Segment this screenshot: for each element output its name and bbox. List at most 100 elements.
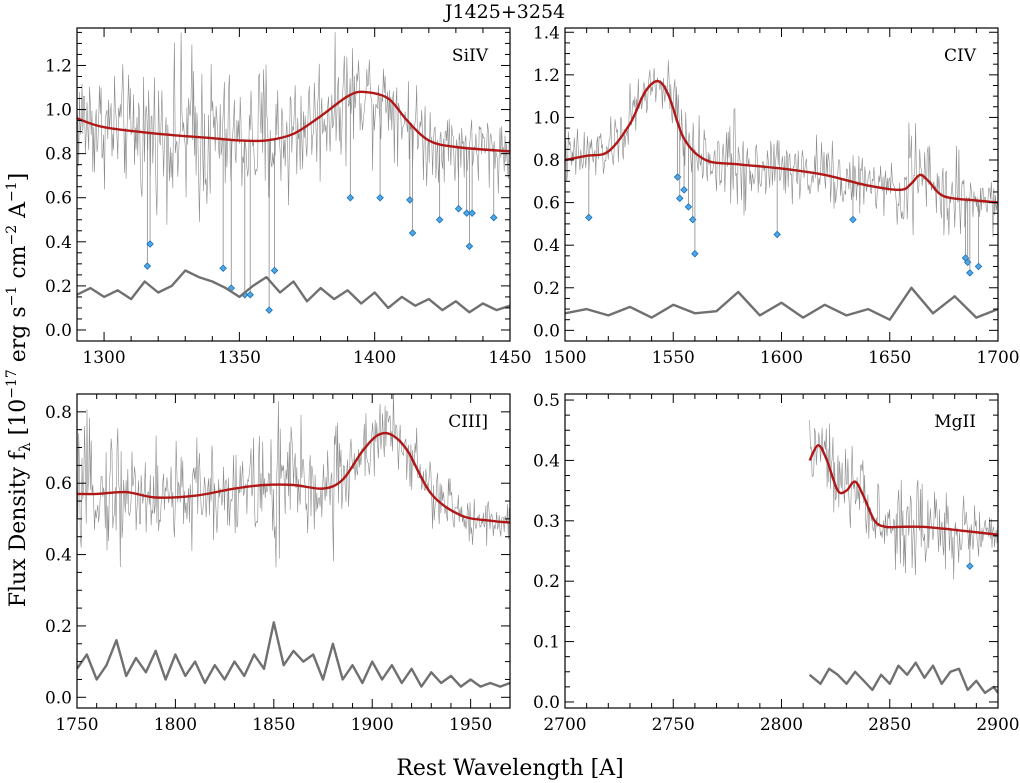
absorption-marker-9 bbox=[376, 193, 384, 202]
plot-area bbox=[77, 31, 510, 314]
plot-area bbox=[808, 420, 998, 695]
y-tick-label: 0.2 bbox=[533, 572, 560, 592]
absorption-marker-7 bbox=[270, 266, 279, 275]
x-tick-label: 1350 bbox=[218, 348, 261, 368]
absorption-marker-13 bbox=[454, 204, 463, 213]
x-tick-label: 1300 bbox=[82, 348, 125, 368]
absorption-marker-5 bbox=[246, 290, 254, 299]
spectrum-line bbox=[809, 420, 998, 580]
y-tick-label: 0.2 bbox=[45, 617, 72, 637]
panel-frame bbox=[564, 393, 999, 709]
y-tick-label: 1.4 bbox=[533, 23, 560, 43]
ylabel-bracket-open: [10 bbox=[6, 399, 31, 443]
absorption-marker-3 bbox=[680, 186, 688, 194]
x-tick-label: 1950 bbox=[449, 715, 492, 735]
absorption-marker-17 bbox=[489, 213, 498, 222]
plot-area bbox=[77, 394, 510, 688]
y-tick-label: 0.0 bbox=[533, 693, 560, 713]
absorption-marker-0 bbox=[143, 262, 152, 270]
ylabel-exp3: −2 bbox=[4, 225, 20, 246]
y-tick-label: 1.0 bbox=[45, 101, 72, 121]
y-tick-label: 0.4 bbox=[45, 546, 72, 566]
figure-title: J1425+3254 bbox=[443, 1, 565, 23]
x-tick-label: 1500 bbox=[543, 348, 586, 368]
y-tick-label: 1.0 bbox=[533, 108, 560, 128]
ylabel-erg: erg s bbox=[6, 306, 31, 369]
model-line bbox=[77, 431, 510, 524]
ylabel-cm: cm bbox=[6, 245, 31, 285]
y-tick-label: 0.4 bbox=[533, 451, 560, 471]
x-tick-label: 1800 bbox=[154, 715, 197, 735]
absorption-marker-14 bbox=[462, 209, 471, 217]
x-tick-label: 1900 bbox=[351, 715, 394, 735]
ylabel-sub: λ bbox=[16, 442, 34, 452]
y-tick-label: 0.1 bbox=[533, 633, 560, 653]
panel-label: CIV bbox=[944, 46, 977, 66]
absorption-marker-8 bbox=[346, 193, 355, 202]
x-tick-label: 1400 bbox=[353, 348, 396, 368]
y-tick-label: 0.8 bbox=[45, 145, 72, 165]
x-tick-label: 1550 bbox=[652, 348, 695, 368]
y-tick-label: 0.0 bbox=[45, 688, 72, 708]
y-tick-label: 0.4 bbox=[45, 233, 72, 253]
absorption-marker-7 bbox=[773, 230, 781, 239]
absorption-marker-0 bbox=[585, 213, 593, 222]
model-line bbox=[565, 79, 998, 204]
absorption-marker-0 bbox=[966, 562, 974, 570]
absorption-marker-2 bbox=[675, 194, 684, 203]
model-line bbox=[77, 90, 510, 153]
error-line bbox=[77, 269, 510, 314]
ylabel-exp2: −1 bbox=[4, 286, 20, 307]
ylabel-ang: A bbox=[6, 201, 31, 225]
panel-0: 1300 1350 1400 1450 0.0 0.2 0.4 0.6 0.8 1.0 1.2 SiI… bbox=[45, 27, 532, 368]
x-tick-label: 2800 bbox=[760, 715, 803, 735]
ylabel-bracket-close: ] bbox=[6, 173, 31, 182]
panel-label: MgII bbox=[934, 412, 976, 432]
y-tick-label: 0.6 bbox=[45, 474, 72, 494]
x-tick-label: 2700 bbox=[543, 715, 586, 735]
x-tick-label: 2850 bbox=[868, 715, 911, 735]
x-tick-label: 1700 bbox=[976, 348, 1019, 368]
x-tick-label: 1600 bbox=[760, 348, 803, 368]
absorption-marker-11 bbox=[408, 229, 417, 237]
panel-1: 1500 1550 1600 1650 1700 0.0 0.2 0.4 0.6 0.8 1.0 1.… bbox=[533, 23, 1020, 368]
y-tick-label: 0.0 bbox=[533, 321, 560, 341]
x-tick-label: 1850 bbox=[252, 715, 295, 735]
absorption-marker-12 bbox=[974, 262, 983, 271]
error-line bbox=[565, 286, 998, 321]
y-tick-label: 0.8 bbox=[533, 151, 560, 171]
absorption-marker-2 bbox=[219, 264, 227, 273]
y-tick-label: 0.2 bbox=[533, 279, 560, 299]
absorption-marker-6 bbox=[691, 249, 699, 258]
y-tick-label: 0.2 bbox=[45, 277, 72, 297]
absorption-marker-8 bbox=[849, 215, 857, 224]
spectrum-line bbox=[77, 31, 510, 225]
x-axis-title: Rest Wavelength [A] bbox=[396, 756, 623, 781]
y-tick-label: 0.6 bbox=[45, 189, 72, 209]
absorption-marker-1 bbox=[146, 240, 154, 248]
x-tick-label: 2900 bbox=[976, 715, 1019, 735]
x-tick-label: 1650 bbox=[868, 348, 911, 368]
absorption-marker-4 bbox=[684, 203, 693, 211]
panel-label: SiIV bbox=[452, 46, 489, 66]
error-line bbox=[808, 661, 998, 695]
absorption-marker-10 bbox=[406, 196, 414, 204]
panel-label: CIII] bbox=[448, 412, 488, 432]
absorption-marker-15 bbox=[465, 242, 474, 250]
y-tick-label: 0.6 bbox=[533, 194, 560, 214]
y-tick-label: 1.2 bbox=[533, 66, 560, 86]
y-tick-label: 1.2 bbox=[45, 56, 72, 76]
absorption-marker-11 bbox=[966, 269, 974, 277]
ylabel-exp4: −1 bbox=[4, 181, 20, 202]
y-tick-label: 0.4 bbox=[533, 236, 560, 256]
ylabel-prefix: Flux Density f bbox=[6, 450, 31, 607]
absorption-marker-12 bbox=[435, 216, 444, 224]
absorption-marker-6 bbox=[265, 306, 273, 314]
ylabel-exp1: −17 bbox=[4, 369, 20, 399]
panel-frame bbox=[76, 393, 511, 709]
y-tick-label: 0.5 bbox=[533, 391, 560, 411]
panel-2: 1750 1800 1850 1900 1950 0.0 0.2 0.4 0.6 0.8 CIII] bbox=[45, 393, 511, 735]
spectrum-line bbox=[77, 394, 510, 568]
panel-3: 2700 2750 2800 2850 2900 0.0 0.1 0.2 0.3 0.4 0.5 Mg… bbox=[533, 391, 1020, 735]
